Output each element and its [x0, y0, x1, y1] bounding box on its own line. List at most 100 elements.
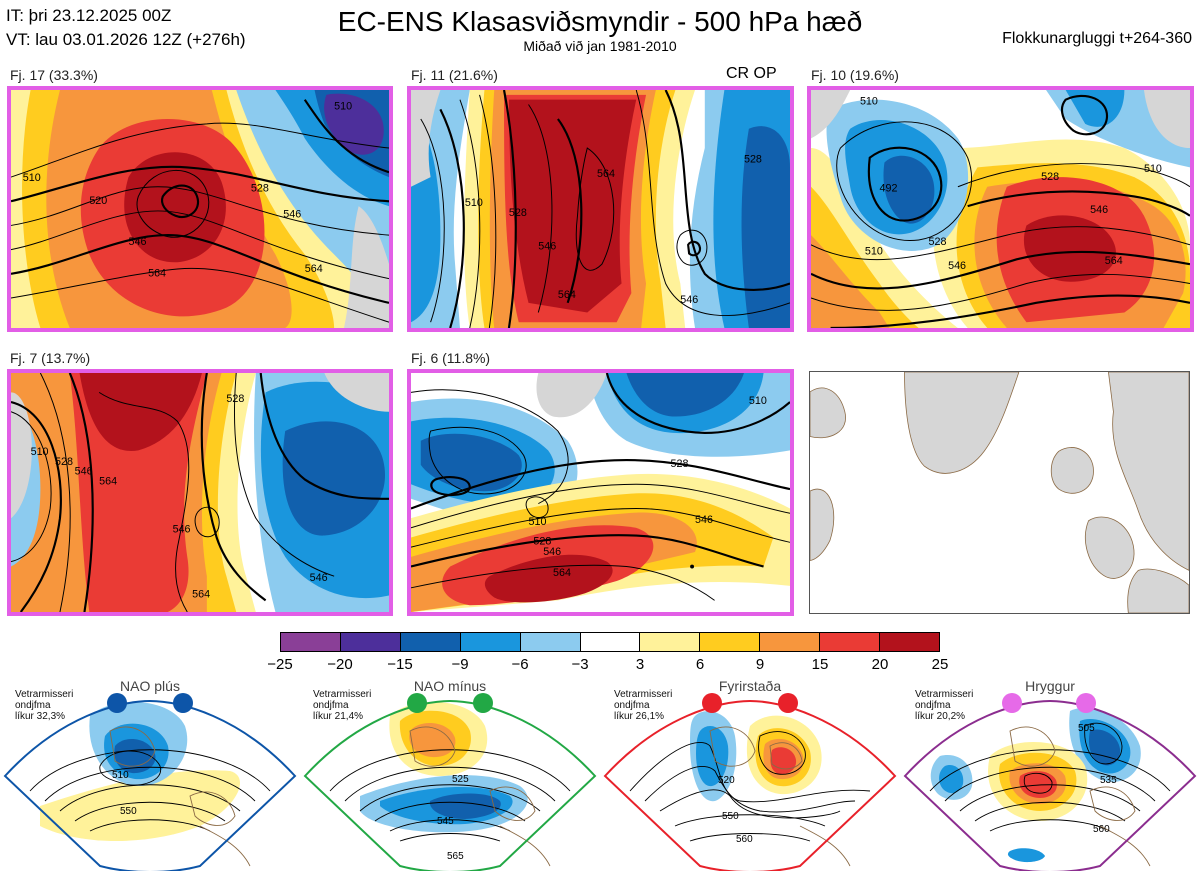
colorbar-tick: 20: [871, 656, 889, 673]
regime-marker-dot: [1076, 693, 1096, 713]
regime-map-3: 520 550 560: [603, 693, 897, 871]
regime-contour-label: 520: [718, 775, 735, 786]
contour-label: 564: [553, 567, 571, 579]
regime-contour-label: 550: [722, 811, 739, 822]
colorbar-tick: 15: [811, 656, 829, 673]
colorbar-tick: −20: [327, 656, 353, 673]
regime-blocking[interactable]: 520 550 560: [600, 676, 900, 871]
contour-label: 528: [533, 535, 551, 547]
panel-label-2: Fj. 11 (21.6%): [411, 67, 498, 83]
regime-ridge[interactable]: 505 535 560: [900, 676, 1200, 871]
classification-window: Flokkunargluggi t+264-360: [1002, 30, 1192, 47]
regime-marker-dot: [778, 693, 798, 713]
marker-dot: [690, 564, 695, 569]
cluster-panel-1[interactable]: 510 520 546 564 528 546 564 510: [7, 86, 393, 332]
regime-marker-dot: [407, 693, 427, 713]
colorbar-tick: 9: [755, 656, 765, 673]
header-times: IT: þri 23.12.2025 00Z VT: lau 03.01.202…: [6, 4, 246, 52]
regime-contour-label: 525: [452, 774, 469, 785]
contour-label: 546: [129, 236, 147, 248]
regime-map-1: 510 550: [3, 693, 297, 871]
regime-title: Fyrirstaða: [718, 678, 782, 694]
contour-label: 546: [695, 514, 713, 526]
colorbar-tick: −6: [511, 656, 529, 673]
reference-map-land: [810, 372, 1189, 613]
regime-marker-dot: [107, 693, 127, 713]
regime-map-4: 505 535 560: [903, 693, 1197, 871]
regime-contour-label: 510: [112, 770, 129, 781]
page-subtitle: Miðað við jan 1981-2010: [523, 38, 677, 54]
colorbar-tick: −25: [267, 656, 293, 673]
contour-label: 528: [1041, 171, 1059, 183]
regime-marker-dot: [702, 693, 722, 713]
regime-title: NAO plús: [120, 678, 180, 694]
regime-note: Vetrarmisseri ondjfma líkur 32,3%: [15, 689, 74, 722]
regime-contour-label: 565: [447, 851, 464, 862]
regime-note: Vetrarmisseri ondjfma líkur 21,4%: [313, 689, 372, 722]
regime-title: Hryggur: [1025, 678, 1075, 694]
regime-title: NAO mínus: [413, 678, 487, 694]
regime-nao-plus[interactable]: 510 550: [0, 676, 300, 871]
colorbar-bin: [520, 633, 581, 651]
cluster-panel-5[interactable]: 510 528 510 546 528 546 564: [407, 369, 794, 616]
regime-map-2: 525 545 565: [303, 693, 597, 871]
contour-label: 564: [148, 268, 166, 280]
colorbar-tick: 3: [635, 656, 645, 673]
cluster-panel-4[interactable]: 510 528 546 564 528 546 546 564: [7, 369, 393, 616]
colorbar-tick: 6: [695, 656, 705, 673]
colorbar-bin: [281, 633, 341, 651]
colorbar-tick: −3: [571, 656, 589, 673]
contour-label: 510: [749, 395, 767, 407]
cluster-map-4: 510 528 546 564 528 546 546 564: [11, 373, 389, 612]
contour-label: 510: [31, 446, 49, 458]
contour-label: 528: [251, 183, 269, 195]
colorbar-tick: −15: [387, 656, 413, 673]
panel-label-1: Fj. 17 (33.3%): [10, 67, 98, 83]
contour-label: 546: [948, 260, 966, 272]
contour-label: 510: [865, 246, 883, 258]
regime-marker-dot: [473, 693, 493, 713]
contour-label: 510: [860, 96, 878, 108]
contour-label: 546: [1090, 204, 1108, 216]
regime-nao-minus[interactable]: 525 545 565: [300, 676, 600, 871]
colorbar-tick: 25: [931, 656, 949, 673]
panel-label-4: Fj. 7 (13.7%): [10, 350, 91, 366]
contour-label: 528: [671, 458, 689, 470]
init-time: IT: þri 23.12.2025 00Z: [6, 6, 172, 25]
contour-label: 510: [465, 197, 483, 209]
cr-op-tag: CR OP: [726, 65, 777, 82]
contour-label: 492: [880, 183, 898, 195]
regime-contour-label: 545: [437, 816, 454, 827]
cluster-map-2: 510 528 546 564 528 546 564: [411, 90, 790, 328]
cluster-map-3: 510 492 528 546 510 528 546 564 510: [811, 90, 1190, 328]
cluster-panel-2[interactable]: 510 528 546 564 528 546 564: [407, 86, 794, 332]
contour-label: 546: [75, 466, 93, 478]
regime-marker-dot: [1002, 693, 1022, 713]
contour-label: 546: [310, 572, 328, 584]
page-title: EC-ENS Klasasviðsmyndir - 500 hPa hæð: [337, 6, 863, 37]
contour-label: 520: [89, 195, 107, 207]
regime-contour-label: 505: [1078, 723, 1095, 734]
contour-label: 510: [334, 100, 352, 112]
regime-note: Vetrarmisseri ondjfma líkur 20,2%: [915, 689, 974, 722]
contour-label: 546: [283, 209, 301, 221]
colorbar-bin: [580, 633, 641, 651]
contour-label: 528: [55, 456, 73, 468]
colorbar-bin: [820, 633, 881, 651]
contour-label: 528: [744, 154, 762, 166]
reference-map: [809, 371, 1190, 614]
colorbar-bin: [880, 633, 939, 651]
contour-label: 564: [597, 168, 615, 180]
panel-label-5: Fj. 6 (11.8%): [411, 350, 491, 366]
regime-note: Vetrarmisseri ondjfma líkur 26,1%: [614, 689, 673, 722]
regime-contour-label: 550: [120, 806, 137, 817]
cluster-map-1: 510 520 546 564 528 546 564 510: [11, 90, 389, 328]
cluster-panel-3[interactable]: 510 492 528 546 510 528 546 564 510: [807, 86, 1194, 332]
colorbar-bin: [700, 633, 761, 651]
contour-label: 528: [929, 236, 947, 248]
valid-time: VT: lau 03.01.2026 12Z (+276h): [6, 30, 246, 49]
contour-label: 528: [509, 207, 527, 219]
regime-marker-dot: [173, 693, 193, 713]
contour-label: 546: [538, 241, 556, 253]
contour-label: 564: [192, 589, 210, 601]
